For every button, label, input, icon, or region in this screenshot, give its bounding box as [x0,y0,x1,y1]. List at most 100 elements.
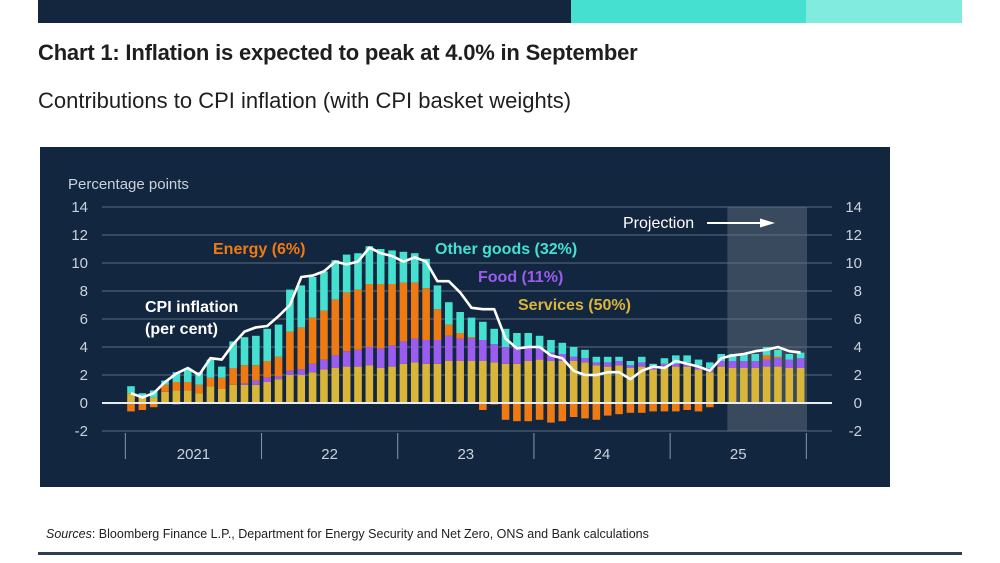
bar-energy [649,403,657,412]
bar-other-goods [263,328,271,361]
bar-other-goods [569,347,578,357]
energy-annotation: Energy (6%) [213,241,305,258]
bar-other-goods [706,362,714,368]
bar-food [547,352,555,361]
bar-food [490,344,498,363]
bar-services [127,393,135,403]
bar-other-goods [592,356,601,363]
y-tick-label-right: 12 [845,227,862,244]
bar-other-goods [376,249,385,284]
y-tick-label-right: 4 [854,339,862,356]
bar-services [149,397,158,403]
bar-services [581,362,589,403]
sources-label: Sources [46,527,92,541]
bar-energy [547,403,555,423]
bar-services [388,366,396,403]
bar-other-goods [762,347,771,356]
bar-food [717,361,725,367]
chart-subtitle: Contributions to CPI inflation (with CPI… [38,88,572,113]
bar-energy [320,310,328,360]
bar-food [501,347,510,364]
bar-energy [569,403,578,417]
bar-other-goods [127,386,135,394]
y-tick-label-left: 2 [80,367,88,384]
bar-other-goods [785,354,794,360]
bar-energy [138,403,147,410]
bar-other-goods [456,312,464,333]
bar-energy [183,382,192,391]
bar-services [331,368,340,403]
bar-food [308,363,317,373]
bottom-divider [38,552,962,555]
bar-services [796,368,805,403]
bar-other-goods [308,277,317,318]
bar-energy [410,282,419,339]
bar-food [615,361,623,366]
bar-services [637,366,646,403]
bar-food [774,358,782,367]
bar-food [581,358,589,363]
bar-services [410,362,419,403]
bar-other-goods [138,393,147,396]
header-bar-teal-segment [571,0,806,23]
bar-food [660,363,669,367]
bar-services [399,363,408,403]
bar-other-goods [479,321,487,340]
bar-energy [558,403,567,422]
y-tick-label-right: 14 [845,199,862,216]
bar-services [524,361,533,403]
y-tick-label-left: 8 [80,283,88,300]
bar-other-goods [354,253,362,290]
bar-food [365,347,374,366]
bar-energy [581,403,589,419]
x-tick-label: 25 [730,446,747,463]
bar-energy [149,403,158,408]
bar-other-goods [410,253,419,283]
header-bar-dark-segment [38,0,571,23]
bar-other-goods [252,335,260,366]
bar-food [320,359,328,370]
bar-services [626,368,635,403]
projection-label: Projection [623,215,694,232]
bar-energy [376,284,385,349]
bar-energy [172,382,181,391]
y-axis-label: Percentage points [68,176,189,193]
bar-other-goods [195,372,203,385]
bar-energy [479,403,487,410]
bar-food [456,338,464,361]
sources-text: : Bloomberg Finance L.P., Department for… [91,527,649,541]
bar-services [660,366,669,403]
bar-food [433,340,442,364]
y-axis-right: -2 0 2 4 6 8 10 12 14 [845,199,862,440]
bar-other-goods [513,333,521,347]
bar-services [138,396,147,403]
bar-energy [774,356,782,359]
bar-other-goods [342,254,351,293]
header-color-bar [38,0,962,23]
bar-services [569,361,578,403]
y-tick-label-left: -2 [75,423,88,440]
y-tick-label-left: 12 [71,227,88,244]
bar-other-goods [581,349,589,359]
bar-food [479,340,487,361]
bar-energy [513,403,521,422]
projection-arrow-icon [760,218,775,228]
bar-other-goods [206,359,215,378]
chart-panel: -2 0 2 4 6 8 10 12 14 -2 0 2 4 6 8 10 12 14 2021 22 23 24 25… [40,147,890,487]
bar-energy [252,365,260,381]
bar-energy [524,403,533,422]
bar-services [320,369,328,403]
cpi-inflation-unit-annotation: (per cent) [145,321,218,338]
bar-food [762,359,771,367]
bar-other-goods [286,289,294,332]
bar-services [206,386,215,403]
bar-food [286,370,294,375]
bar-services [172,390,181,403]
bar-energy [161,384,169,392]
bar-services [297,375,306,403]
bar-food [740,361,748,368]
bar-other-goods [183,369,192,382]
chart-title: Chart 1: Inflation is expected to peak a… [38,40,638,65]
bar-other-goods [649,363,657,367]
